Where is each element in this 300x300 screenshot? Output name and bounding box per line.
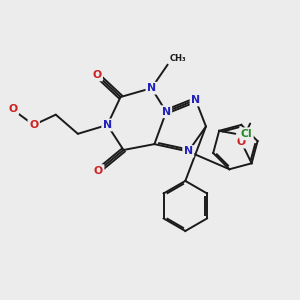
Text: N: N bbox=[103, 120, 112, 130]
Text: O: O bbox=[237, 137, 246, 147]
Text: O: O bbox=[92, 70, 102, 80]
Text: O: O bbox=[29, 120, 38, 130]
Text: N: N bbox=[191, 95, 200, 105]
Text: O: O bbox=[29, 120, 38, 130]
Text: N: N bbox=[147, 83, 156, 93]
Text: O: O bbox=[94, 166, 103, 176]
Text: N: N bbox=[162, 107, 171, 117]
Text: N: N bbox=[184, 146, 193, 157]
Text: CH₃: CH₃ bbox=[169, 54, 186, 63]
Text: O: O bbox=[8, 104, 18, 114]
Text: Cl: Cl bbox=[241, 129, 252, 139]
